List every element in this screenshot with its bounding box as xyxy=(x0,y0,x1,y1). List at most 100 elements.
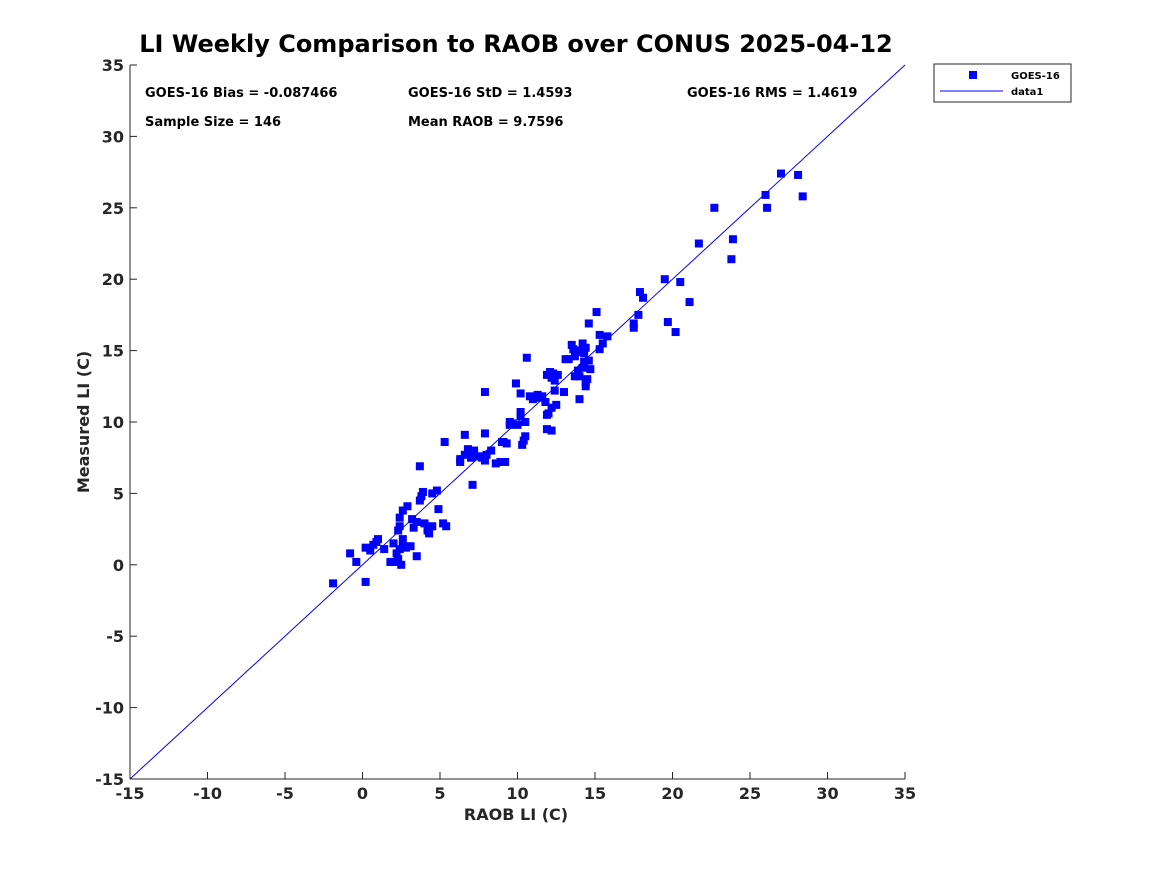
x-ticks: -15 -10 -5 0 5 10 15 20 25 30 35 xyxy=(116,772,916,803)
scatter-point-0 xyxy=(329,579,338,588)
scatter-point-42 xyxy=(442,522,451,531)
scatter-point-39 xyxy=(432,486,441,495)
scatter-point-26 xyxy=(408,515,417,524)
scatter-point-21 xyxy=(401,543,410,552)
x-tick-label: 35 xyxy=(894,784,916,803)
scatter-point-37 xyxy=(428,489,437,498)
scatter-point-1 xyxy=(346,549,355,558)
x-tick-label: 5 xyxy=(434,784,445,803)
scatter-point-96 xyxy=(564,355,573,364)
scatter-point-34 xyxy=(420,519,429,528)
scatter-point-57 xyxy=(482,450,491,459)
x-tick-label: -15 xyxy=(116,784,145,803)
scatter-point-20 xyxy=(398,535,407,544)
y-tick-label: 10 xyxy=(102,413,124,432)
scatter-point-40 xyxy=(434,505,443,514)
scatter-point-101 xyxy=(572,348,581,357)
scatter-point-89 xyxy=(547,426,556,435)
scatter-point-99 xyxy=(570,352,579,361)
scatter-point-84 xyxy=(544,409,553,418)
scatter-point-47 xyxy=(460,430,469,439)
scatter-point-123 xyxy=(629,319,638,328)
scatter-point-139 xyxy=(794,170,803,179)
scatter-point-91 xyxy=(550,376,559,385)
scatter-point-63 xyxy=(501,457,510,466)
scatter-point-110 xyxy=(581,343,590,352)
scatter-point-94 xyxy=(560,388,568,397)
y-tick-label: 25 xyxy=(102,199,124,218)
scatter-point-59 xyxy=(491,459,500,468)
x-tick-label: 0 xyxy=(357,784,368,803)
scatter-point-73 xyxy=(521,418,530,426)
scatter-point-93 xyxy=(552,400,561,409)
scatter-point-136 xyxy=(761,190,770,199)
scatter-point-45 xyxy=(456,455,465,464)
scatter-point-5 xyxy=(366,546,375,555)
y-tick-label: 35 xyxy=(102,56,124,75)
scatter-point-78 xyxy=(529,395,537,404)
scatter-point-130 xyxy=(676,278,685,287)
scatter-point-125 xyxy=(635,288,644,297)
scatter-point-140 xyxy=(798,192,807,201)
scatter-point-132 xyxy=(694,239,703,248)
scatter-point-30 xyxy=(415,496,424,505)
scatter-point-50 xyxy=(468,480,477,489)
scatter-point-46 xyxy=(460,450,469,459)
scatter-point-31 xyxy=(417,492,426,501)
scatter-point-115 xyxy=(584,356,593,365)
scatter-point-138 xyxy=(777,169,785,178)
scatter-point-144 xyxy=(465,447,474,456)
scatter-point-10 xyxy=(386,557,395,566)
scatter-point-128 xyxy=(663,318,672,327)
data-layer xyxy=(129,64,906,780)
y-tick-label: 0 xyxy=(113,556,124,575)
scatter-point-129 xyxy=(671,328,680,337)
scatter-point-112 xyxy=(581,382,590,391)
scatter-point-22 xyxy=(406,542,415,551)
y-tick-label: -15 xyxy=(95,770,124,789)
chart-title: LI Weekly Comparison to RAOB over CONUS … xyxy=(139,30,892,58)
scatter-point-71 xyxy=(518,440,527,449)
scatter-point-133 xyxy=(710,203,719,212)
scatter-point-75 xyxy=(516,389,525,398)
scatter-point-83 xyxy=(542,425,551,434)
x-tick-label: 25 xyxy=(739,784,761,803)
scatter-point-88 xyxy=(550,386,559,395)
scatter-point-64 xyxy=(502,439,511,448)
scatter-point-107 xyxy=(578,339,587,348)
scatter-point-120 xyxy=(598,339,607,348)
scatter-point-109 xyxy=(580,349,589,358)
scatter-point-51 xyxy=(470,446,479,455)
scatter-point-119 xyxy=(595,330,604,339)
scatter-point-74 xyxy=(521,432,530,441)
scatter-point-56 xyxy=(480,429,489,438)
stats-annotations: GOES-16 Bias = -0.087466 GOES-16 StD = 1… xyxy=(145,86,857,130)
scatter-point-16 xyxy=(397,560,406,569)
stat-sample-size: Sample Size = 146 xyxy=(145,115,281,130)
legend-marker-square xyxy=(969,71,977,79)
stat-mean-raob: Mean RAOB = 9.7596 xyxy=(408,115,563,130)
scatter-point-135 xyxy=(728,235,737,244)
scatter-point-49 xyxy=(467,453,475,462)
scatter-point-113 xyxy=(583,375,592,384)
scatter-point-81 xyxy=(541,398,550,407)
scatter-point-55 xyxy=(480,388,489,397)
scatter-point-2 xyxy=(352,557,361,566)
scatter-point-8 xyxy=(374,535,382,544)
scatter-point-114 xyxy=(584,319,593,328)
scatter-point-43 xyxy=(440,437,449,446)
scatter-point-97 xyxy=(567,340,576,349)
scatter-point-92 xyxy=(553,370,562,379)
legend: GOES-16 data1 xyxy=(933,63,1072,103)
scatter-point-131 xyxy=(685,298,694,307)
scatter-point-58 xyxy=(487,446,496,455)
x-tick-label: 20 xyxy=(661,784,683,803)
scatter-point-11 xyxy=(389,539,398,548)
scatter-point-69 xyxy=(516,412,525,421)
scatter-point-134 xyxy=(727,255,736,264)
scatter-point-124 xyxy=(634,310,643,319)
y-tick-label: 30 xyxy=(102,127,124,146)
x-axis-title: RAOB LI (C) xyxy=(464,805,568,824)
scatter-point-32 xyxy=(418,487,427,496)
legend-label-goes16: GOES-16 xyxy=(1011,71,1060,82)
